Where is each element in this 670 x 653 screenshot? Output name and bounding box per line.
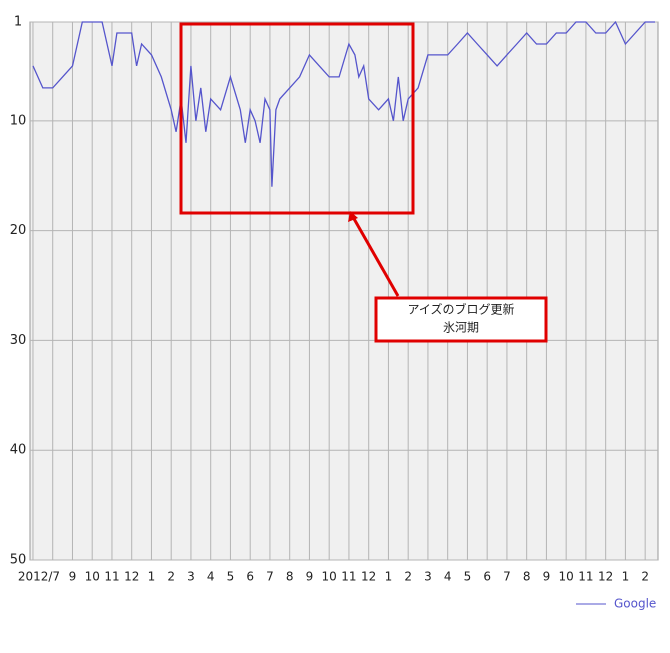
x-tick-label: 1 — [622, 570, 630, 584]
x-tick-label: 6 — [246, 570, 254, 584]
x-tick-label: 9 — [69, 570, 77, 584]
plot-area — [29, 21, 659, 561]
x-tick-label: 7 — [266, 570, 274, 584]
x-tick-label: 10 — [85, 570, 100, 584]
series-line — [32, 20, 655, 187]
arrow-head — [348, 211, 358, 222]
x-tick-label: 1 — [148, 570, 156, 584]
x-tick-label: 11 — [104, 570, 119, 584]
x-tick-label: 2 — [404, 570, 412, 584]
x-tick-label: 10 — [322, 570, 337, 584]
annotation-text: アイズのブログ更新 — [407, 302, 514, 317]
x-tick-label: 5 — [227, 570, 235, 584]
x-tick-label: 2 — [641, 570, 649, 584]
annotation-text: 氷河期 — [443, 321, 479, 335]
x-tick-label: 1 — [385, 570, 393, 584]
x-tick-label: 8 — [523, 570, 531, 584]
x-tick-label: 4 — [207, 570, 215, 584]
x-tick-label: 5 — [464, 570, 472, 584]
x-tick-label: 6 — [483, 570, 491, 584]
x-tick-label: 4 — [444, 570, 452, 584]
x-tick-label: 7 — [503, 570, 511, 584]
y-tick-label: 10 — [10, 113, 27, 128]
y-tick-label: 1 — [14, 15, 22, 30]
highlight-box — [179, 22, 415, 215]
annotation-box — [374, 296, 548, 343]
x-tick-label: 11 — [341, 570, 356, 584]
x-tick-label: 3 — [424, 570, 432, 584]
x-tick-label: 10 — [559, 570, 574, 584]
x-tick-label: 2012/7 — [18, 570, 60, 584]
y-tick-label: 50 — [10, 553, 27, 568]
x-tick-label: 12 — [598, 570, 613, 584]
x-tick-label: 3 — [187, 570, 195, 584]
y-tick-label: 30 — [10, 333, 27, 348]
y-tick-label: 40 — [10, 443, 27, 458]
x-tick-label: 11 — [578, 570, 593, 584]
arrow — [351, 216, 400, 297]
x-tick-label: 12 — [361, 570, 376, 584]
y-tick-label: 20 — [10, 223, 27, 238]
legend-label: Google — [614, 597, 656, 611]
x-tick-label: 12 — [124, 570, 139, 584]
x-tick-label: 9 — [306, 570, 314, 584]
x-tick-label: 8 — [286, 570, 294, 584]
x-tick-label: 2 — [167, 570, 175, 584]
x-tick-label: 9 — [543, 570, 551, 584]
